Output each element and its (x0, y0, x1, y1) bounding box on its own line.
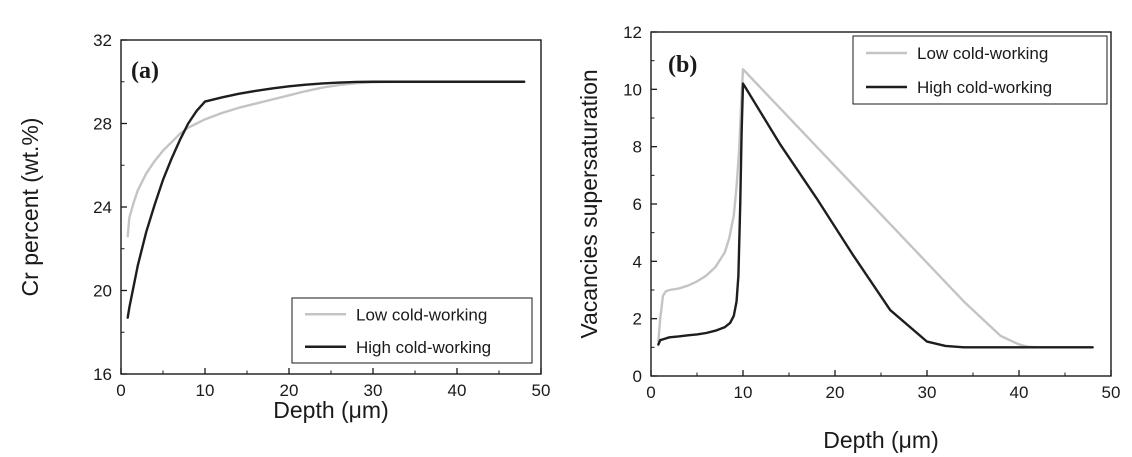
chart-0-x-tick-label-2: 20 (280, 381, 299, 400)
chart-0-legend-label-0: Low cold-working (356, 305, 487, 324)
chart-0-y-axis-title: Cr percent (wt.%) (17, 118, 43, 297)
chart-0-y-tick-label-4: 32 (93, 31, 112, 50)
chart-1-y-tick-label-1: 2 (633, 310, 642, 329)
chart-0-x-tick-label-5: 50 (532, 381, 551, 400)
chart-0-legend: Low cold-working High cold-working (291, 297, 533, 364)
chart-1-x-tick-label-4: 40 (1010, 383, 1029, 402)
chart-0-x-axis-title: Depth (μm) (273, 397, 389, 423)
chart-1-legend-box (852, 35, 1108, 105)
chart-0-series-line-0 (126, 80, 526, 238)
chart-1-y-tick-label-0: 0 (633, 367, 642, 386)
chart-1-y-axis-title: Vacancies supersaturation (576, 69, 602, 338)
chart-0-series-line-1 (126, 80, 526, 319)
chart-1-x-tick-label-3: 30 (918, 383, 937, 402)
chart-0-y-tick-label-0: 16 (93, 365, 112, 384)
chart-0-y-tick-label-2: 24 (93, 198, 112, 217)
chart-0-legend-label-1: High cold-working (356, 338, 491, 357)
chart-1-x-axis-title: Depth (μm) (823, 427, 939, 453)
chart-1-series-line-1 (657, 82, 1094, 349)
chart-0-x-tick-label-4: 40 (448, 381, 467, 400)
chart-0-panel-label: (a) (131, 58, 159, 84)
chart-1-x-tick-label-2: 20 (826, 383, 845, 402)
chart-1-x-tick-label-1: 10 (734, 383, 753, 402)
chart-1-legend: Low cold-working High cold-working (852, 35, 1108, 105)
chart-1-x-tick-label-0: 0 (646, 383, 655, 402)
chart-1-legend-label-0: Low cold-working (917, 44, 1048, 63)
chart-0-y-tick-label-3: 28 (93, 115, 112, 134)
chart-1-y-tick-label-5: 10 (623, 80, 642, 99)
chart-1: 0 10 20 30 40 50 0 2 4 6 8 10 12 Depth (μm) Vacancies … (576, 23, 1120, 453)
chart-1-legend-label-1: High cold-working (917, 78, 1052, 97)
chart-0-legend-box (291, 297, 533, 364)
chart-1-y-tick-label-4: 8 (633, 138, 642, 157)
chart-1-y-tick-label-6: 12 (623, 23, 642, 42)
chart-1-panel-label: (b) (668, 52, 697, 78)
chart-1-y-tick-label-3: 6 (633, 195, 642, 214)
chart-1-series-line-0 (657, 68, 1094, 349)
chart-1-x-tick-label-5: 50 (1102, 383, 1121, 402)
chart-0-y-tick-label-1: 20 (93, 282, 112, 301)
chart-0-x-tick-label-0: 0 (116, 381, 125, 400)
chart-0-x-tick-label-1: 10 (196, 381, 215, 400)
chart-0-x-tick-label-3: 30 (364, 381, 383, 400)
chart-1-y-tick-label-2: 4 (633, 252, 642, 271)
chart-0: 0 10 20 30 40 50 16 20 24 28 32 Depth (μm) Cr percen… (17, 31, 550, 423)
